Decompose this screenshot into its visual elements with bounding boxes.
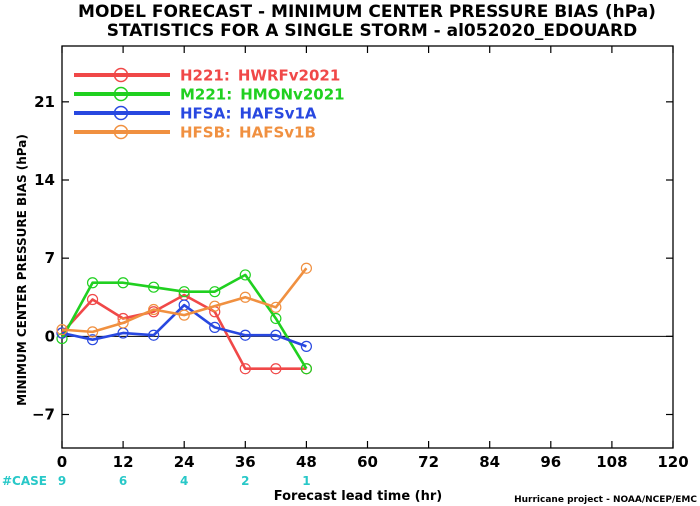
legend-entry: H221: HWRFv2021 [74,67,340,85]
legend-series-name: HMONv2021 [240,86,344,104]
series-HMONv2021 [56,269,312,375]
x-tick-label: 84 [479,453,500,471]
x-tick-label: 120 [657,453,688,471]
legend-entry: HFSB: HAFSv1B [74,124,316,142]
case-count: 9 [58,474,66,488]
data-point [178,286,190,298]
data-point [148,281,160,293]
legend-entry: HFSA: HAFSv1A [74,105,317,123]
legend-code: HFSA: [180,105,232,123]
y-tick-label: 0 [45,327,55,345]
data-point [86,293,99,306]
data-point [56,324,68,336]
data-point [86,326,99,338]
y-tick-label: −7 [32,406,55,424]
series-line-HAFSv1A [61,303,307,348]
x-tick-label: 0 [57,453,67,471]
chart-title: MODEL FORECAST - MINIMUM CENTER PRESSURE… [78,2,656,22]
legend-marker [113,67,129,83]
data-point [239,269,251,281]
data-point [239,329,251,341]
series-HAFSv1B [56,262,312,338]
case-count: 4 [180,474,188,488]
legend-code: HFSB: [180,124,231,142]
credit-text: Hurricane project - NOAA/NCEP/EMC [514,495,697,505]
case-count: 6 [119,474,127,488]
y-tick-label: 21 [34,93,55,111]
legend-entry: M221: HMONv2021 [74,86,345,104]
series-line-HWRFv2021 [61,293,307,371]
data-point [148,303,160,316]
x-tick-label: 24 [174,453,195,471]
chart-subtitle: STATISTICS FOR A SINGLE STORM - al052020… [107,21,637,41]
series-HAFSv1A [56,299,312,352]
legend-series-name: HWRFv2021 [238,67,340,85]
legend-label: M221: HMONv2021 [180,86,345,104]
x-tick-label: 96 [540,453,561,471]
data-point [239,363,251,375]
series-line-HMONv2021 [60,273,308,370]
data-point [209,286,221,298]
data-point [86,277,99,289]
legend-series-name: HAFSv1A [240,105,317,123]
data-point [209,300,221,312]
case-count: 2 [241,474,249,488]
data-point [270,329,282,341]
data-point [86,334,99,346]
data-point [209,321,221,333]
data-point [270,301,282,313]
data-point [56,327,68,339]
legend-marker [113,86,129,102]
legend-label: HFSA: HAFSv1A [180,105,317,123]
data-point [300,363,312,375]
case-count: 1 [302,474,310,488]
data-point [117,317,129,329]
data-point [148,329,160,341]
plot-area [61,45,674,449]
data-point [117,277,129,289]
x-tick-label: 12 [113,453,134,471]
legend-series-name: HAFSv1B [239,124,316,142]
x-axis-label: Forecast lead time (hr) [274,489,442,504]
y-axis-label: MINIMUM CENTER PRESSURE BIAS (hPa) [15,134,29,406]
data-point [178,309,190,321]
x-tick-label: 108 [596,453,627,471]
case-label: #CASE [2,474,47,488]
x-tick-label: 48 [296,453,317,471]
data-point [300,262,312,274]
y-tick-label: 14 [34,171,55,189]
y-tick-label: 7 [45,249,55,267]
legend-label: HFSB: HAFSv1B [180,124,316,142]
legend-code: M221: [180,86,232,104]
data-point [300,340,312,352]
data-point [270,312,282,325]
series-line-HAFSv1B [61,267,308,334]
legend-code: H221: [180,67,230,85]
x-tick-label: 72 [418,453,439,471]
legend-label: H221: HWRFv2021 [180,67,340,85]
legend-marker [113,124,129,140]
x-tick-label: 36 [235,453,256,471]
legend-marker [113,105,129,121]
data-point [239,291,251,303]
data-point [270,363,282,375]
x-tick-label: 60 [357,453,378,471]
